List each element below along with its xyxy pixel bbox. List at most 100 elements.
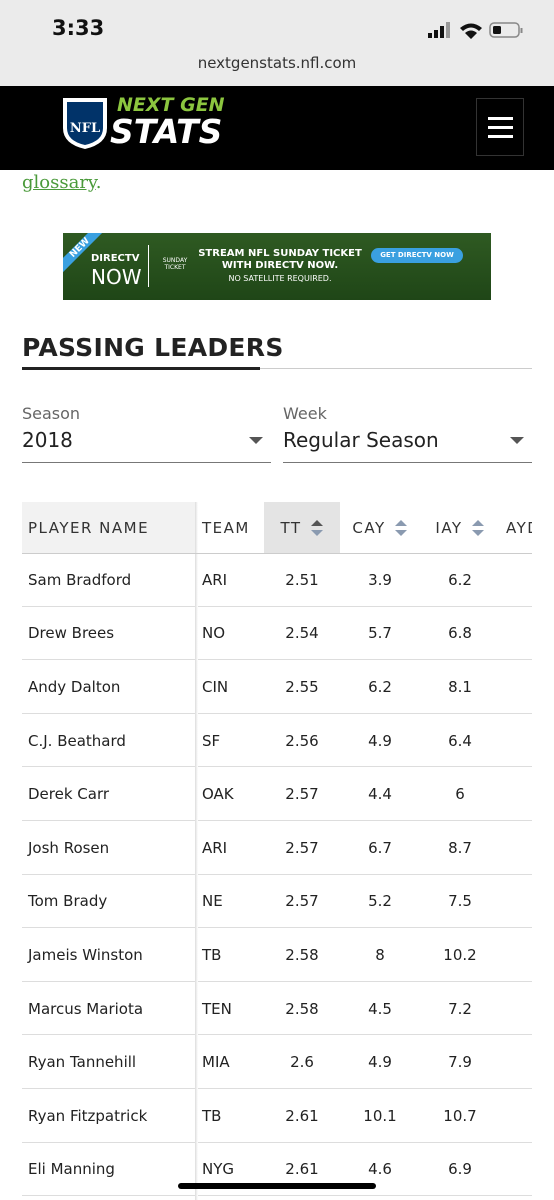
table-cell: 2.57	[285, 892, 319, 911]
glossary-text: glossary.	[22, 172, 101, 193]
table-cell: 8.1	[448, 677, 472, 696]
table-cell: 5.7	[368, 624, 392, 643]
player-name[interactable]: Eli Manning	[28, 1160, 115, 1179]
filter-value[interactable]: 2018	[22, 428, 73, 452]
table-cell: 2.55	[285, 677, 319, 696]
table-cell: ARI	[202, 570, 228, 589]
status-icons	[428, 22, 523, 39]
column-header[interactable]: TT	[264, 502, 340, 553]
player-name[interactable]: Marcus Mariota	[28, 999, 144, 1018]
player-name[interactable]: Drew Brees	[28, 624, 115, 643]
table-cell: 6	[455, 785, 465, 804]
table-cell: 8	[375, 945, 385, 964]
table-cell: 2.61	[285, 1106, 319, 1125]
table-cell: 8.7	[448, 838, 472, 857]
player-name[interactable]: Ryan Fitzpatrick	[28, 1106, 148, 1125]
player-name[interactable]: Derek Carr	[28, 785, 110, 804]
table-cell: 2.54	[285, 624, 319, 643]
row-divider	[22, 980, 532, 982]
table-cell: 2.6	[290, 1053, 314, 1072]
filter-value[interactable]: Regular Season	[283, 428, 439, 452]
table-cell: NE	[202, 892, 223, 911]
table-cell: 5.2	[368, 892, 392, 911]
table-cell: 2.57	[285, 785, 319, 804]
table-cell: 4.6	[368, 1160, 392, 1179]
table-cell: 10.1	[363, 1106, 397, 1125]
ad-headline: STREAM NFL SUNDAY TICKET WITH DIRECTV NO…	[198, 248, 362, 271]
frozen-column-shadow	[195, 502, 198, 1200]
section-title: PASSING LEADERS	[22, 333, 284, 362]
ad-brand-bottom: NOW	[91, 265, 142, 289]
logo-top: NEXT GEN	[117, 94, 225, 116]
row-divider	[22, 1088, 532, 1089]
browser-chrome: 3:33 nextgenstats.nfl.com	[0, 0, 554, 86]
filter-label: Week	[283, 404, 327, 423]
table-cell: 7.9	[448, 1053, 472, 1072]
glossary-link[interactable]: glossary	[22, 172, 96, 193]
row-divider	[22, 1034, 532, 1036]
nfl-shield[interactable]: NFL	[60, 92, 110, 150]
table-cell: CIN	[202, 677, 229, 696]
column-header[interactable]: IAY	[420, 502, 500, 553]
url-bar[interactable]: nextgenstats.nfl.com	[197, 54, 357, 72]
player-name[interactable]: C.J. Beathard	[28, 731, 126, 750]
ad-brand-top: DIRECTV	[91, 253, 140, 264]
row-divider	[22, 712, 532, 714]
table-cell: MIA	[202, 1053, 230, 1072]
table-cell: 3.9	[368, 570, 392, 589]
player-name[interactable]: Ryan Tannehill	[28, 1053, 137, 1072]
table-cell: 4.9	[368, 1053, 392, 1072]
table-cell: 6.7	[368, 838, 392, 857]
nfl-logo-text: NFL	[70, 121, 100, 136]
row-divider	[22, 605, 532, 607]
row-divider	[22, 873, 532, 875]
site-header: NFL NEXT GEN STATS	[0, 86, 554, 170]
row-divider	[22, 1195, 532, 1197]
table-cell: 10.2	[443, 945, 477, 964]
table-cell: NYG	[202, 1160, 235, 1179]
table-cell: 7.5	[448, 892, 472, 911]
ad-button[interactable]: GET DIRECTV NOW	[371, 248, 463, 263]
table-cell: 2.58	[285, 945, 319, 964]
status-time: 3:33	[52, 16, 105, 40]
table-cell: 6.2	[448, 570, 472, 589]
player-name[interactable]: Tom Brady	[28, 892, 108, 911]
logo-bottom: STATS	[110, 112, 223, 151]
table-cell: 10.7	[443, 1106, 477, 1125]
table-cell: 7.2	[448, 999, 472, 1018]
column-header[interactable]: AYD	[500, 502, 532, 553]
table-cell: 6.8	[448, 624, 472, 643]
column-header[interactable]: CAY	[340, 502, 420, 553]
column-header[interactable]: TEAM	[196, 502, 264, 553]
ad-banner[interactable]: NEW DIRECTV NOW SUNDAY TICKET STREAM NFL…	[63, 233, 491, 300]
stats-table: PLAYER NAMETEAMTTCAYIAYAYD Sam Bradford AR…	[22, 502, 532, 1200]
filter-label: Season	[22, 404, 81, 423]
table-cell: TB	[202, 1106, 222, 1125]
table-cell: ARI	[202, 838, 228, 857]
menu-button[interactable]	[476, 98, 524, 156]
table-cell: 6.4	[448, 731, 472, 750]
table-cell: SF	[202, 731, 221, 750]
row-divider	[22, 659, 532, 661]
row-divider	[22, 1141, 532, 1143]
player-name[interactable]: Sam Bradford	[28, 570, 132, 589]
table-cell: 4.4	[368, 785, 392, 804]
player-name[interactable]: Josh Rosen	[28, 838, 110, 857]
player-name[interactable]: Jameis Winston	[28, 945, 143, 964]
table-cell: 2.58	[285, 999, 319, 1018]
table-cell: 6.9	[448, 1160, 472, 1179]
row-divider	[22, 820, 532, 821]
player-name[interactable]: Andy Dalton	[28, 677, 121, 696]
table-cell: 4.9	[368, 731, 392, 750]
table-cell: 4.5	[368, 999, 392, 1018]
table-cell: 2.57	[285, 838, 319, 857]
row-divider	[22, 927, 532, 929]
table-cell: NO	[202, 624, 226, 643]
table-cell: OAK	[202, 785, 234, 804]
table-cell: 2.51	[285, 570, 319, 589]
table-cell: TB	[202, 945, 222, 964]
column-header[interactable]: PLAYER NAME	[22, 502, 196, 553]
ad-subline: NO SATELLITE REQUIRED.	[228, 274, 332, 283]
table-cell: 2.61	[285, 1160, 319, 1179]
glossary-tail: .	[95, 172, 102, 193]
